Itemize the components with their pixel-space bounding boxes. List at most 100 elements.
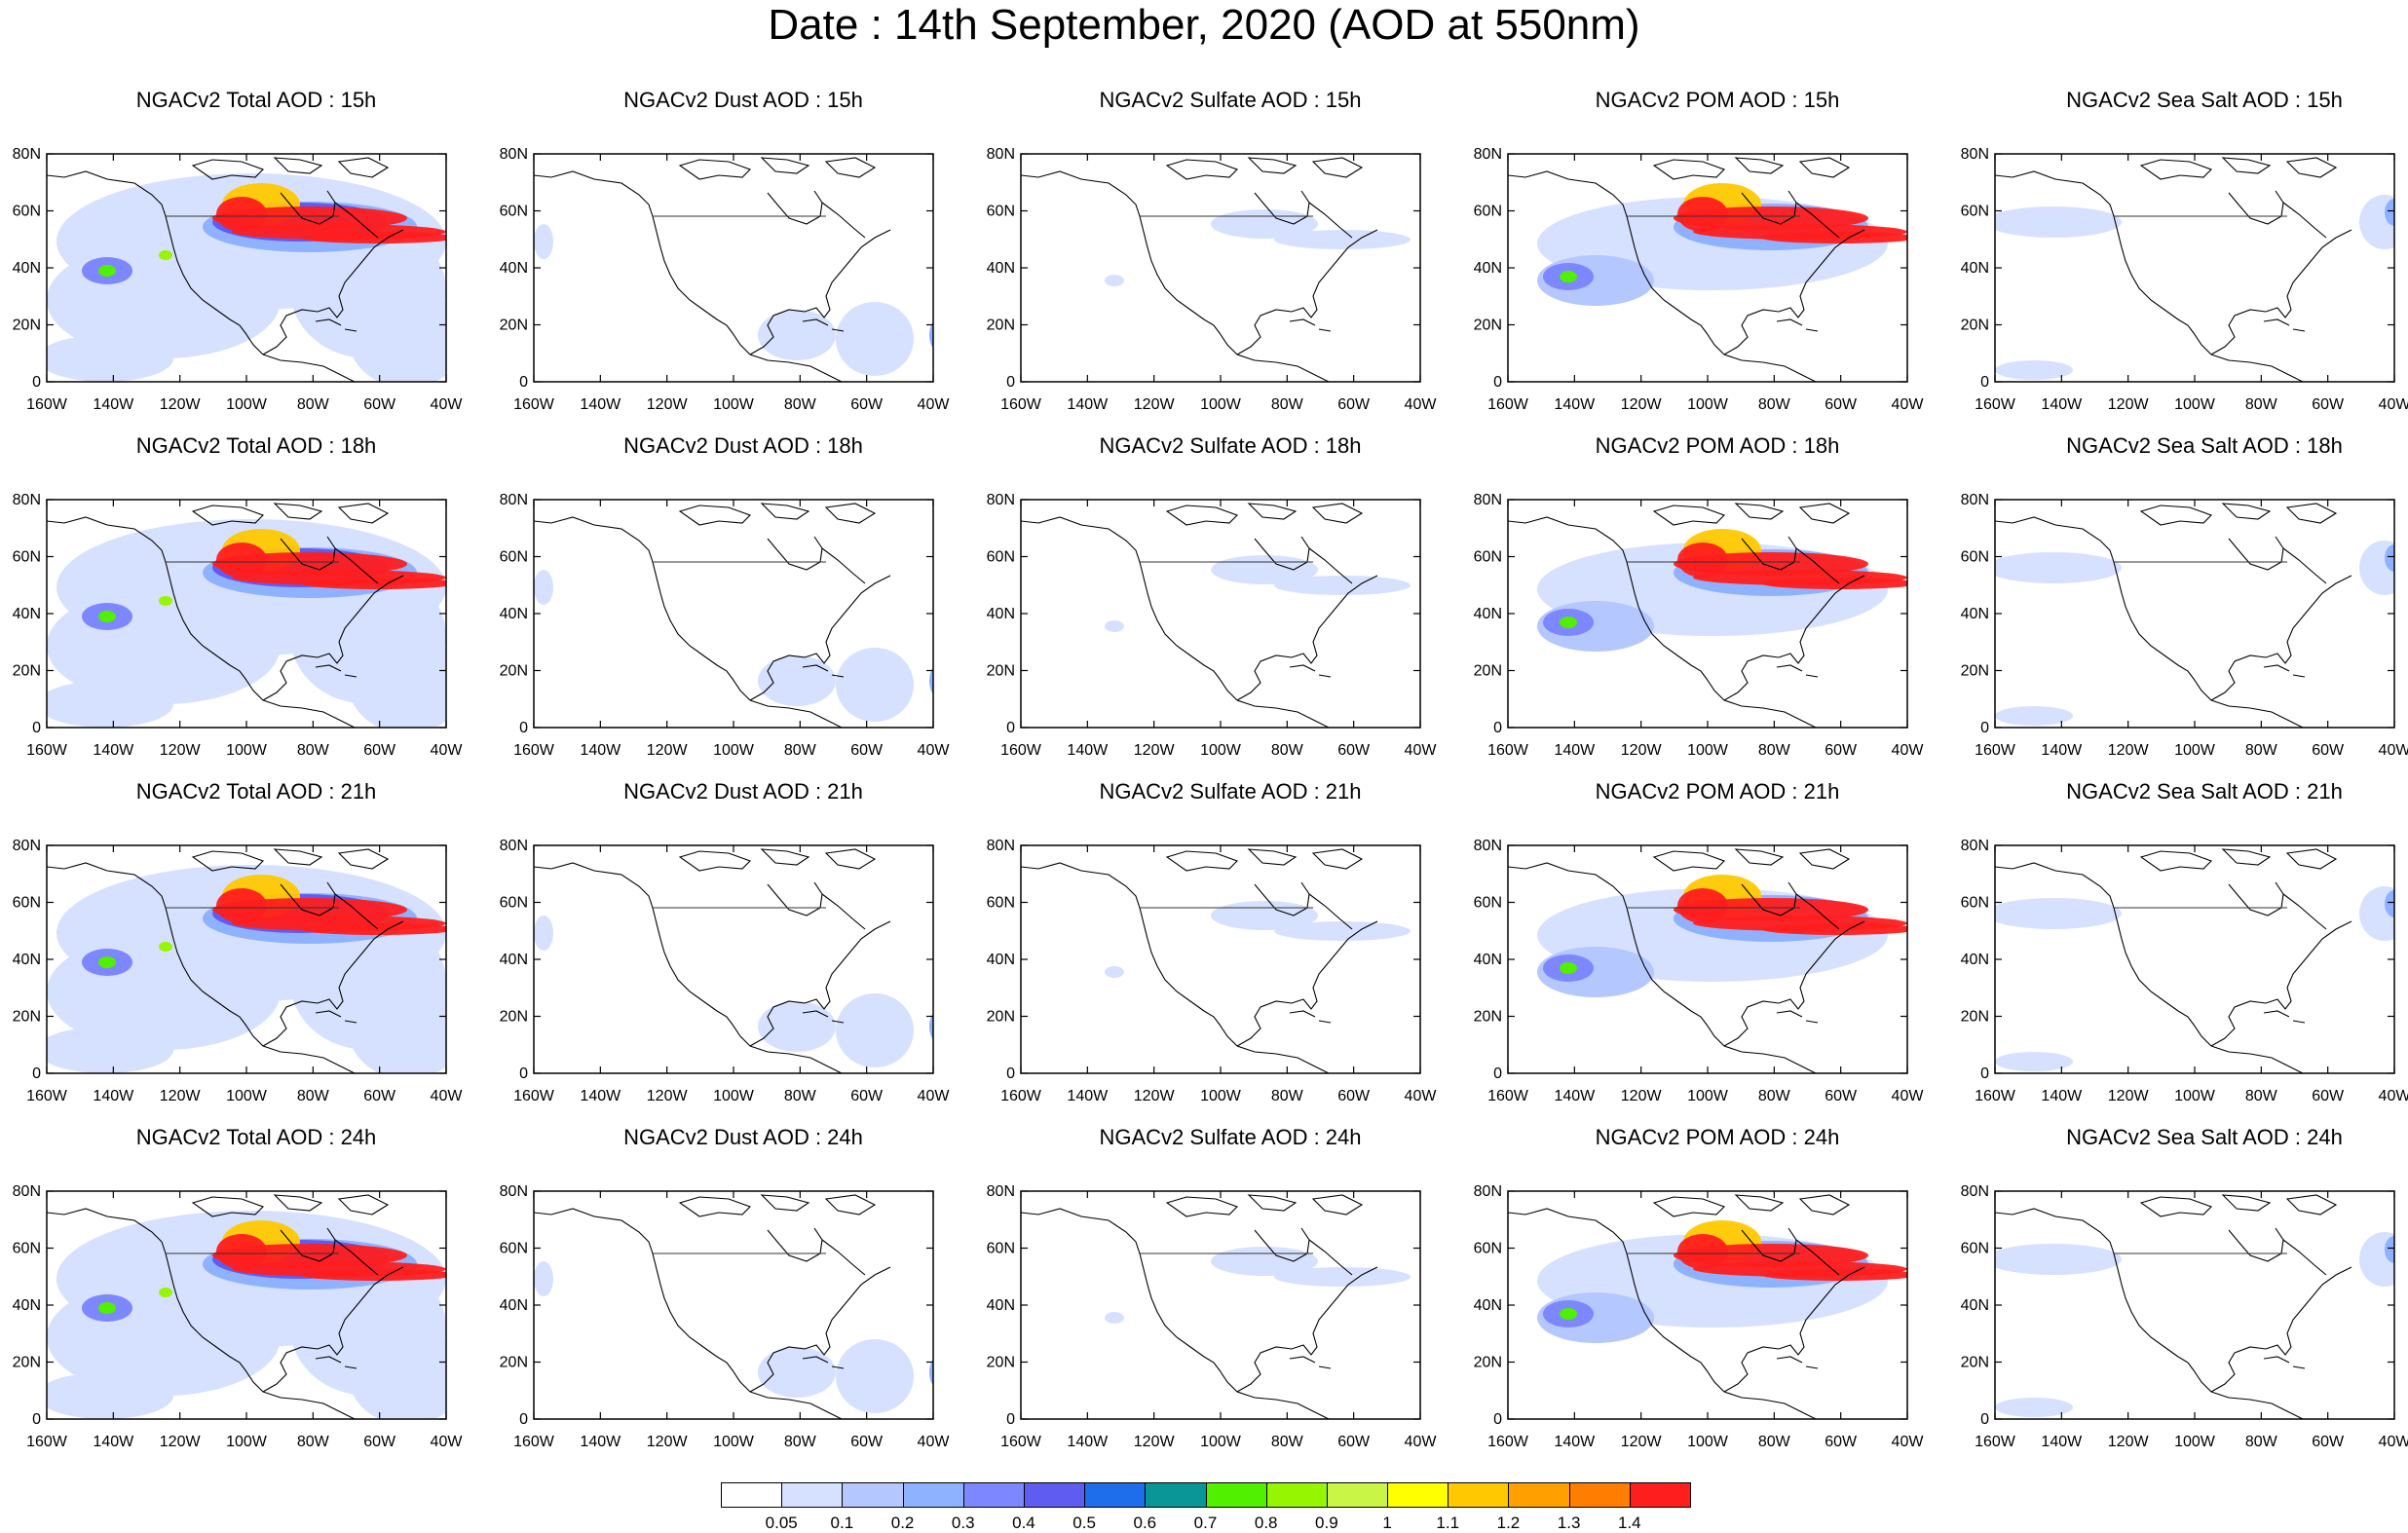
lon-tick-label: 140W — [580, 1088, 621, 1104]
coastline — [749, 1045, 843, 1073]
lon-tick-label: 140W — [1554, 1434, 1596, 1450]
lon-tick-label: 120W — [1621, 1434, 1663, 1450]
coastline — [802, 664, 829, 672]
panel-title: NGACv2 Sulfate AOD : 24h — [1099, 1125, 1362, 1149]
lon-tick-label: 80W — [1271, 396, 1304, 413]
coastline — [1723, 575, 1865, 701]
map-panel-pom-1: NGACv2 POM AOD : 18h 80N 60N 40N 20N 0 160W 140… — [1461, 433, 1948, 779]
aod-region — [1211, 1247, 1318, 1276]
aod-region — [2385, 890, 2394, 917]
coastline — [2228, 1227, 2284, 1262]
coastline — [1021, 516, 1238, 701]
coastline — [821, 893, 866, 930]
lat-tick-label: 0 — [1006, 374, 1015, 391]
lon-tick-label: 100W — [1687, 1088, 1729, 1104]
lon-tick-label: 100W — [1200, 1434, 1242, 1450]
lat-tick-label: 80N — [1474, 492, 1502, 508]
lat-tick-label: 80N — [987, 1183, 1015, 1200]
lon-tick-label: 120W — [160, 1088, 202, 1104]
lon-tick-label: 100W — [713, 1434, 755, 1450]
coastline — [1236, 1391, 1330, 1419]
lon-tick-label: 140W — [2041, 1088, 2083, 1104]
coastline — [678, 159, 751, 180]
aod-region — [836, 993, 914, 1067]
lon-tick-label: 60W — [1825, 1088, 1858, 1104]
colorbar-label: 0.7 — [1193, 1514, 1218, 1532]
colorbar-swatch — [842, 1482, 904, 1508]
lat-tick-label: 20N — [13, 1355, 41, 1371]
lon-tick-label: 60W — [2312, 1434, 2345, 1450]
panel-title: NGACv2 Total AOD : 24h — [135, 1125, 377, 1149]
map-svg: 80N 60N 40N 20N 0 160W 140W 120W 100W 80W 60W 40W — [1961, 1183, 2408, 1450]
coastline — [273, 848, 323, 866]
aod-region — [300, 578, 446, 589]
lat-tick-label: 0 — [1493, 1411, 1502, 1428]
coastline — [1776, 1356, 1803, 1364]
map-frame — [1994, 153, 2395, 383]
aod-region — [1560, 617, 1577, 628]
aod-region — [1995, 1052, 2073, 1071]
lon-tick-label: 80W — [1758, 396, 1791, 413]
lon-tick-label: 160W — [26, 396, 68, 413]
map-svg: 80N 60N 40N 20N 0 160W 140W 120W 100W 80W 60W 40W — [500, 146, 951, 413]
lat-tick-label: 0 — [519, 1411, 528, 1428]
colorbar-swatch — [1508, 1482, 1570, 1508]
map-panel-seasalt-0: NGACv2 Sea Salt AOD : 15h 80N 60N 40N 20N 0 16… — [1948, 88, 2408, 433]
panel-title: NGACv2 Total AOD : 18h — [135, 433, 377, 458]
coastline — [824, 157, 877, 178]
map-panel-dust-2: NGACv2 Dust AOD : 21h 80N 60N 40N 20N 0 160W 14… — [487, 779, 974, 1125]
lon-tick-label: 100W — [226, 1088, 268, 1104]
map-frame — [1994, 1190, 2395, 1420]
coastline — [1995, 1208, 2212, 1393]
lon-tick-label: 160W — [26, 1434, 68, 1450]
lat-tick-label: 60N — [1961, 204, 1989, 220]
map-panel-pom-0: NGACv2 POM AOD : 15h 80N 60N 40N 20N 0 160W 140… — [1461, 88, 1948, 433]
coastline — [749, 699, 843, 728]
coastline — [1652, 505, 1725, 526]
map-panel-sulfate-2: NGACv2 Sulfate AOD : 21h 80N 60N 40N 20N 0 160… — [974, 779, 1461, 1125]
map-frame — [1994, 844, 2395, 1074]
map-panel-dust-1: NGACv2 Dust AOD : 18h 80N 60N 40N 20N 0 160W 14… — [487, 433, 974, 779]
lon-tick-label: 120W — [2108, 1434, 2150, 1450]
lon-tick-label: 120W — [1621, 1088, 1663, 1104]
map-panel-dust-3: NGACv2 Dust AOD : 24h 80N 60N 40N 20N 0 160W 14… — [487, 1125, 974, 1471]
coastline — [1805, 328, 1819, 332]
coastline — [337, 848, 390, 870]
aod-region — [2385, 1236, 2394, 1263]
coastline — [2228, 190, 2284, 225]
coastline — [337, 1194, 390, 1215]
lat-tick-label: 80N — [13, 146, 41, 163]
lon-tick-label: 140W — [2041, 1434, 2083, 1450]
lon-tick-label: 100W — [1687, 1434, 1729, 1450]
lon-tick-label: 160W — [1487, 1434, 1529, 1450]
aod-region — [1677, 1234, 1728, 1269]
lat-tick-label: 40N — [1961, 1297, 1989, 1314]
lon-tick-label: 160W — [1000, 396, 1042, 413]
lon-tick-label: 140W — [580, 396, 621, 413]
aod-region — [1761, 1269, 1907, 1281]
lat-tick-label: 0 — [519, 1066, 528, 1082]
coastline — [262, 920, 404, 1047]
coastline — [1798, 503, 1851, 524]
lat-tick-label: 40N — [1961, 952, 1989, 968]
lon-tick-label: 40W — [918, 1434, 951, 1450]
map-panel-seasalt-2: NGACv2 Sea Salt AOD : 21h 80N 60N 40N 20N 0 16… — [1948, 779, 2408, 1125]
coastline — [2285, 157, 2338, 178]
aod-region — [1995, 1244, 2122, 1275]
lat-tick-label: 60N — [1474, 204, 1502, 220]
lat-tick-label: 40N — [500, 606, 528, 622]
aod-region — [1677, 542, 1728, 578]
coastline — [678, 1196, 751, 1217]
lon-tick-label: 40W — [2379, 1434, 2408, 1450]
lat-tick-label: 40N — [13, 952, 41, 968]
coastline — [831, 1020, 845, 1024]
colorbar-legend: 0.05 0.1 0.2 0.3 0.4 0.5 0.6 0.7 0.8 0.9 1 1.1 1.2 1.… — [721, 1482, 1691, 1532]
coastline — [1165, 850, 1238, 872]
map-panel-seasalt-1: NGACv2 Sea Salt AOD : 18h 80N 60N 40N 20N 0 16… — [1948, 433, 2408, 779]
panel-title: NGACv2 POM AOD : 18h — [1595, 433, 1840, 458]
lon-tick-label: 160W — [1000, 1088, 1042, 1104]
coastline — [337, 157, 390, 178]
panel-title: NGACv2 Total AOD : 15h — [135, 88, 377, 112]
lat-tick-label: 80N — [1961, 146, 1989, 163]
coastline — [1508, 170, 1725, 355]
